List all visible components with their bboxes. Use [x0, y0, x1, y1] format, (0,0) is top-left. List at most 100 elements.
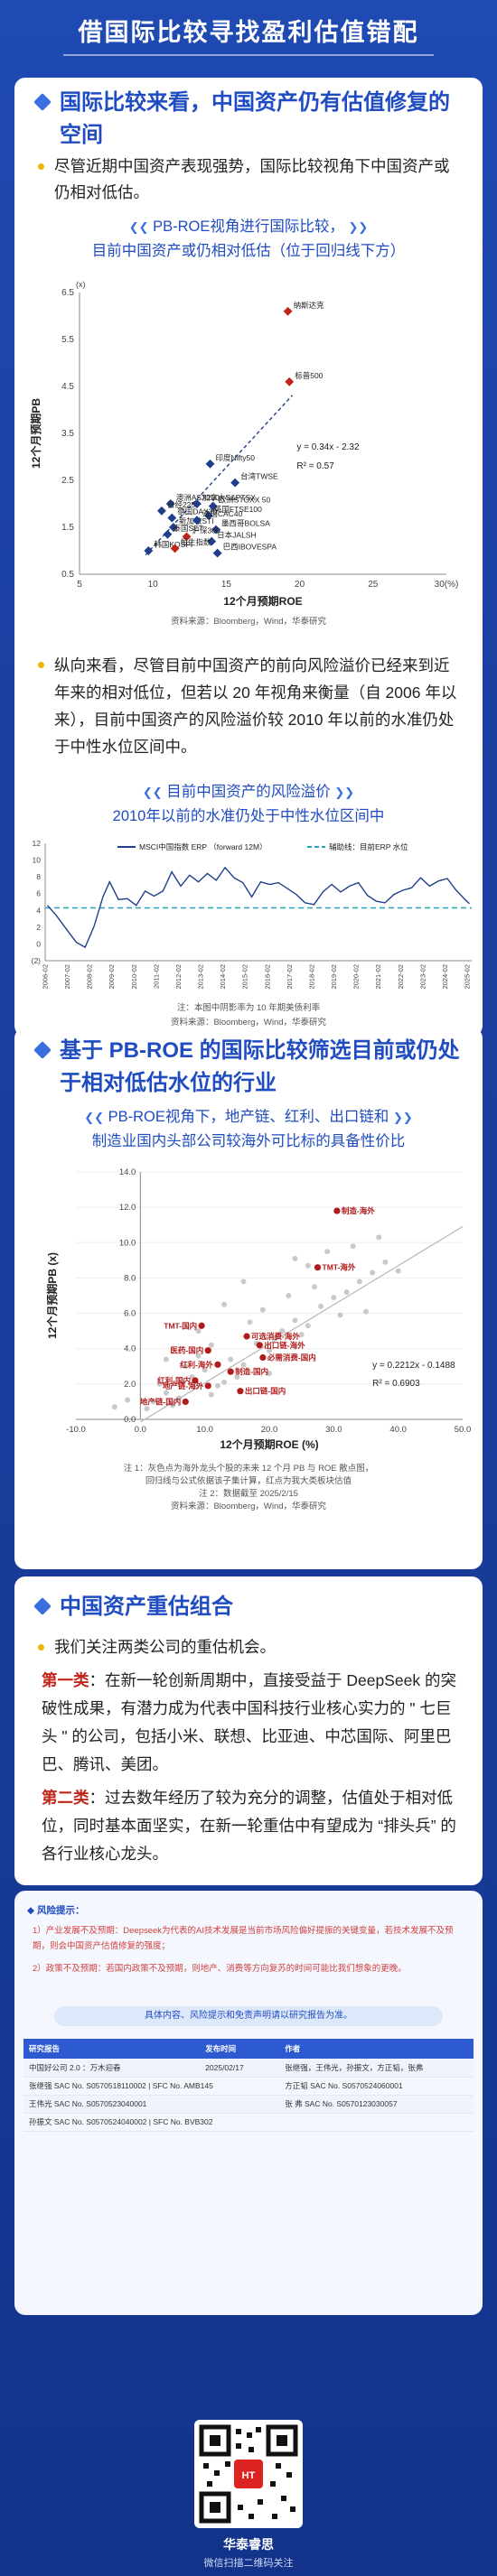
x-tick-label: 20 [295, 580, 305, 590]
data-label: 地产链-海外 [163, 1381, 204, 1390]
background-point [337, 1312, 343, 1318]
data-label: 地产链-国内 [140, 1397, 181, 1406]
bullet-dot-icon [38, 163, 44, 170]
data-point [198, 1322, 205, 1329]
table-header-cell: 发布时间 [200, 2039, 280, 2059]
double-chevron-icon: ❯❯ [334, 786, 355, 799]
background-point [156, 1381, 163, 1387]
data-point [167, 513, 177, 523]
data-point [182, 1398, 189, 1406]
data-point [156, 506, 166, 516]
table-cell: 孙振文 SAC No. S0570524040002 | SFC No. BVB… [23, 2113, 280, 2132]
data-point [227, 1368, 234, 1375]
background-point [208, 1391, 214, 1398]
background-point [150, 1399, 156, 1405]
x-tick-label: 2010-02 [130, 964, 138, 990]
chart-note-1: 注 1：灰色点为海外龙头个股的未来 12 个月 PB 与 ROE 散点图， [123, 1464, 374, 1474]
card-industry-comparison: 基于 PB-ROE 的国际比较筛选目前或仍处于相对低估水位的行业 ❮❮ PB-R… [14, 1028, 483, 1569]
double-chevron-icon: ❮❮ [142, 786, 163, 799]
paragraph-type-2: 第二类：过去数年经历了较为充分的调整，估值处于相对低位，同时基本面坚实，在新一轮… [42, 1784, 466, 1868]
data-label: 制造-海外 [342, 1206, 375, 1215]
x-tick-label: 30(%) [435, 580, 459, 590]
data-label: 澳洲ASX200 [176, 493, 220, 502]
x-tick-label: 2024-02 [441, 964, 449, 990]
y-tick-label: 6.0 [124, 1309, 136, 1319]
data-label: 出口链-国内 [245, 1387, 286, 1396]
x-tick-label: -10.0 [66, 1425, 86, 1435]
table-cell: 2025/02/17 [200, 2059, 280, 2078]
table-cell: 方正韬 SAC No. S0570524060001 [279, 2077, 474, 2096]
chart-title-line1: PB-ROE视角进行国际比较， [153, 219, 344, 235]
header-divider [63, 54, 434, 56]
background-point [382, 1259, 389, 1265]
chart-note: 注：本图中阴影率为 10 年期美债利率 [176, 1003, 321, 1013]
data-point [144, 546, 154, 555]
data-point [205, 459, 215, 469]
x-tick-label: 5 [77, 580, 82, 590]
card-revaluation-portfolio: 中国资产重估组合 我们关注两类公司的重估机会。 第一类：在新一轮创新周期中，直接… [14, 1576, 483, 1885]
x-tick-label: 25 [368, 580, 379, 590]
table-cell [279, 2113, 474, 2132]
data-label: 医药-国内 [170, 1346, 203, 1355]
y-tick-label: 4.0 [124, 1344, 136, 1354]
data-point [237, 1388, 244, 1395]
background-point [292, 1317, 298, 1324]
chart-source: 资料来源：Bloomberg，Wind，华泰研究 [170, 617, 327, 627]
regression-equation: y = 0.2212x - 0.1488 [372, 1361, 455, 1371]
x-tick-label: 2017-02 [286, 964, 294, 990]
background-point [331, 1294, 337, 1300]
pb-roe-country-chart: 5 10 15 20 25 30(%) 0.5 1.5 2.5 3.5 4.5 5.5 6.5(x) 12… [29, 280, 459, 608]
paragraph-type-1: 第一类：在新一轮创新周期中，直接受益于 DeepSeek 的突破性成果，有潜力成… [42, 1667, 466, 1779]
x-tick-label: 15 [221, 580, 232, 590]
bullet-text: 我们关注两类公司的重估机会。 [54, 1638, 276, 1656]
data-label: 日本JALSH [217, 531, 256, 540]
regression-r2: R² = 0.57 [296, 461, 334, 471]
x-tick-label: 2013-02 [197, 964, 205, 990]
data-point [192, 1377, 199, 1384]
table-header-row: 研究报告 发布时间 作者 [23, 2039, 474, 2059]
double-chevron-icon: ❯❯ [392, 1111, 413, 1124]
data-label: 出口链-海外 [264, 1341, 305, 1350]
data-point [256, 1342, 263, 1349]
y-tick-label: 1.5 [61, 523, 74, 533]
chart-title: ❮❮ PB-ROE视角下，地产链、红利、出口链和 ❯❯ 制造业国内头部公司较海外… [40, 1105, 457, 1153]
svg-text:HT: HT [242, 2470, 256, 2481]
data-point [283, 306, 293, 316]
y-tick-label: 12 [33, 839, 42, 848]
data-point [204, 1382, 211, 1390]
x-tick-label: 2012-02 [174, 964, 183, 990]
data-label: 德国DAX30 [177, 507, 217, 516]
qr-code-icon: HT [199, 2424, 298, 2524]
data-label: 英国FTSE100 [214, 505, 262, 514]
x-axis-label: 12个月预期ROE [223, 594, 302, 608]
x-tick-label: 10.0 [196, 1425, 213, 1435]
double-chevron-icon: ❯❯ [348, 220, 369, 234]
data-label: 红利-海外 [180, 1360, 213, 1369]
y-tick-label: 2.0 [124, 1380, 136, 1390]
card-international-comparison: 国际比较来看，中国资产仍有估值修复的空间 尽管近期中国资产表现强势，国际比较视角… [14, 78, 483, 1037]
chart-title-line2: 目前中国资产或仍相对低估（位于回归线下方） [91, 243, 406, 259]
y-tick-label: 0.5 [61, 570, 74, 580]
table-row[interactable]: 中国好公司 2.0 ：万木迎春 2025/02/17 张继强，王伟光，孙振文，方… [23, 2059, 474, 2078]
table-cell: 王伟光 SAC No. S0570523040001 [23, 2095, 280, 2114]
table-cell: 中国好公司 2.0 ：万木迎春 [23, 2059, 201, 2078]
data-point [192, 516, 202, 525]
chart-title-line2: 2010年以前的水准仍处于中性水位区间中 [112, 808, 385, 824]
y-unit-label: (x) [76, 280, 86, 289]
qr-caption: 微信扫描二维码关注 [203, 2558, 294, 2569]
chart-title-line2: 制造业国内头部公司较海外可比标的具备性价比 [91, 1133, 406, 1149]
x-tick-label: 2022-02 [397, 964, 405, 990]
data-point [182, 532, 192, 542]
x-tick-label: 30.0 [325, 1425, 342, 1435]
background-point [221, 1301, 228, 1307]
data-label: 纳斯达克 [294, 301, 325, 310]
background-point [292, 1255, 298, 1261]
qr-code[interactable]: HT [194, 2420, 303, 2528]
y-tick-label: 5.5 [61, 335, 74, 345]
background-point [343, 1289, 350, 1296]
data-label: 标普500 [295, 371, 323, 380]
background-point [305, 1323, 311, 1329]
x-tick-label: 40.0 [389, 1425, 407, 1435]
risk-title: ◆ 风险提示： [27, 1903, 85, 1917]
